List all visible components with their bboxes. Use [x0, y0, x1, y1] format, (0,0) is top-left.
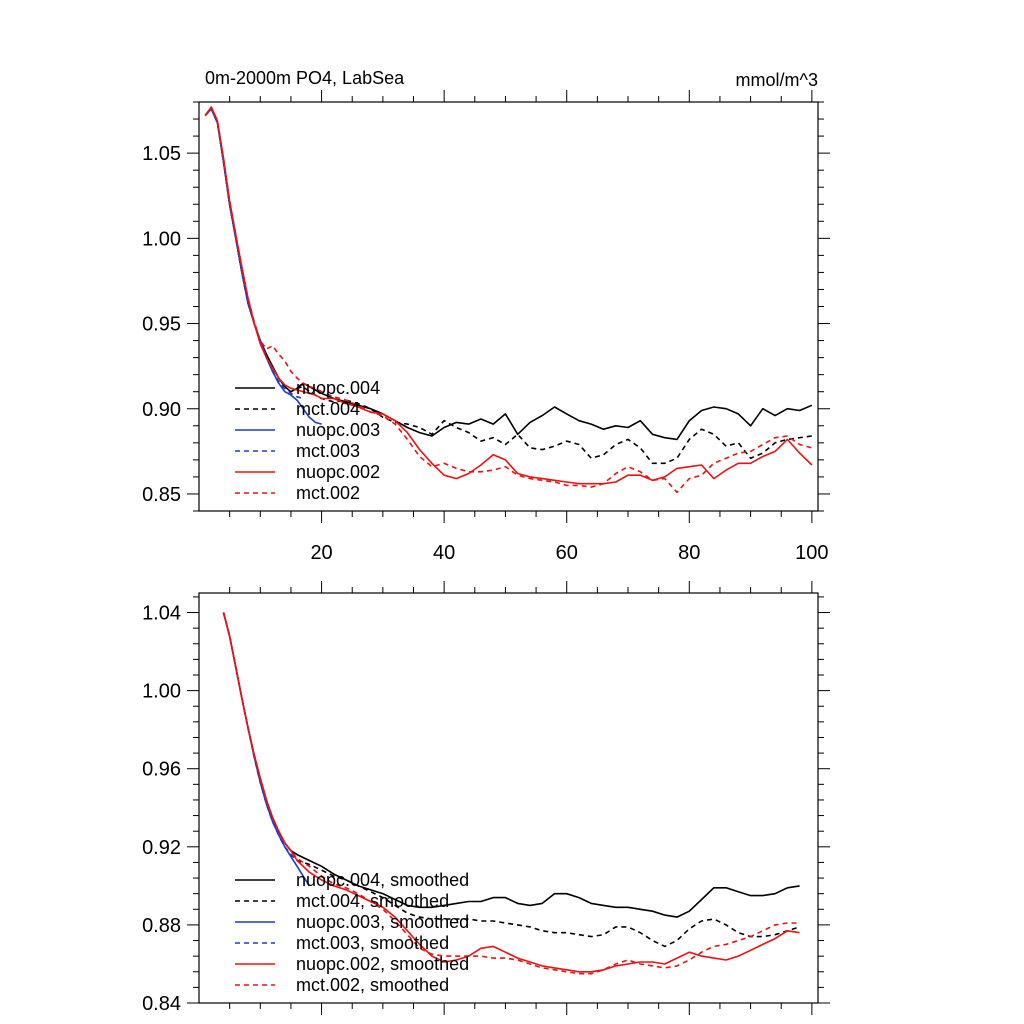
y-tick-label: 1.00 — [142, 681, 181, 703]
legend-label: mct.002 — [296, 483, 360, 503]
series-line-mct-002-smoothed — [222, 612, 800, 975]
y-tick-label: 0.92 — [142, 837, 181, 859]
y-tick-label: 0.96 — [142, 759, 181, 781]
legend-label: nuopc.002 — [296, 462, 380, 482]
y-tick-label: 1.04 — [142, 603, 181, 625]
y-tick-label: 0.95 — [142, 314, 181, 336]
y-tick-label: 0.88 — [142, 915, 181, 937]
legend-label: nuopc.004 — [296, 378, 380, 398]
x-tick-label: 80 — [678, 542, 700, 564]
legend-label: mct.002, smoothed — [296, 975, 449, 995]
legend-label: mct.004 — [296, 399, 360, 419]
legend-label: nuopc.003, smoothed — [296, 912, 469, 932]
series-line-nuopc-002 — [204, 106, 813, 485]
chart-title: 0m-2000m PO4, LabSea — [205, 68, 405, 88]
bottom-panel: 0.84 0.88 0.92 0.96 1.00 1.04 nuopc.004, smoot… — [142, 581, 830, 1015]
x-tick-label: 20 — [310, 542, 332, 564]
plot-frame — [198, 592, 819, 1004]
legend-label: mct.003 — [296, 441, 360, 461]
y-tick-label: 0.84 — [142, 993, 181, 1015]
series-line-nuopc-003-smoothed — [222, 612, 310, 887]
legend-label: nuopc.004, smoothed — [296, 870, 469, 890]
top-panel: 0.85 0.90 0.95 1.00 1.05 20 40 60 80 100 0m-2000m … — [142, 68, 830, 564]
y-tick-label: 0.90 — [142, 399, 181, 421]
legend-label: mct.004, smoothed — [296, 891, 449, 911]
series-line-nuopc-002-smoothed — [222, 612, 800, 973]
legend-label: nuopc.002, smoothed — [296, 954, 469, 974]
series-line-mct-003 — [204, 108, 304, 400]
legend-label: nuopc.003 — [296, 420, 380, 440]
x-tick-label: 60 — [556, 542, 578, 564]
plot-frame — [198, 101, 819, 512]
y-tick-label: 0.85 — [142, 484, 181, 506]
units-label: mmol/m^3 — [736, 70, 818, 90]
x-tick-label: 40 — [433, 542, 455, 564]
x-tick-label: 100 — [795, 542, 828, 564]
legend: nuopc.004mct.004nuopc.003mct.003nuopc.00… — [235, 378, 380, 503]
series-layer — [222, 612, 800, 975]
legend-label: mct.003, smoothed — [296, 933, 449, 953]
y-tick-label: 1.00 — [142, 228, 181, 250]
series-line-mct-003-smoothed — [222, 612, 298, 862]
series-layer — [204, 106, 813, 494]
y-tick-label: 1.05 — [142, 143, 181, 165]
series-line-mct-004 — [204, 108, 813, 465]
